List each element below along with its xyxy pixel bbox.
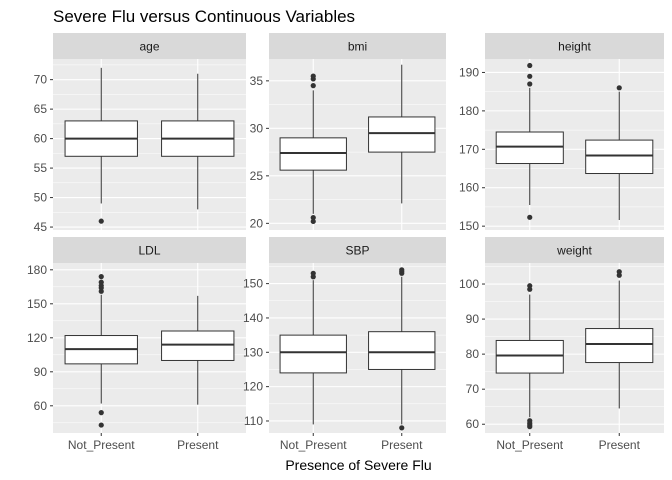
y-tick-label: 35 [250,74,264,88]
outlier-point [527,73,533,79]
box-not-present [64,67,138,224]
x-axis-title: Presence of Severe Flu [285,457,431,473]
y-tick-label: 30 [250,121,264,135]
x-tick-label: Not_Present [68,438,135,452]
y-tick-label: 70 [34,73,48,87]
outlier-point [310,270,316,276]
panel-ldl: LDL 60 90 120 150 180 Not_Present Present [27,237,246,452]
y-tick-label: 60 [466,417,480,431]
outlier-point [616,85,622,91]
outlier-point [399,425,405,431]
facet-strip-label: weight [556,244,592,258]
y-tick-label: 80 [466,347,480,361]
outlier-point [310,73,316,79]
y-tick-label: 70 [466,382,480,396]
box-present [368,267,436,431]
x-tick-label: Present [599,438,641,452]
box-not-present [279,270,347,425]
y-tick-label: 180 [27,263,47,277]
x-tick-label: Not_Present [280,438,347,452]
outlier-point [98,274,104,280]
iqr-box [495,131,564,165]
box-not-present [495,283,564,430]
outlier-point [616,269,622,275]
y-tick-label: 140 [243,311,263,325]
facet-strip [53,237,246,263]
iqr-box [585,139,654,175]
y-tick-label: 20 [250,216,264,230]
y-tick-label: 100 [459,277,479,291]
x-tick-label: Present [177,438,219,452]
y-tick-label: 170 [459,142,479,156]
y-tick-label: 60 [34,399,48,413]
y-tick-label: 150 [27,297,47,311]
outlier-point [527,62,533,69]
panel-height: height 150 160 170 180 190 [459,33,664,233]
outlier-point [527,214,533,220]
outlier-point [310,83,316,89]
box-not-present [279,73,347,225]
x-tick-label: Present [381,438,423,452]
panels: age 45 50 55 60 65 70 bmi 20 25 30 35 height 150 160 17… [27,33,664,452]
y-tick-label: 90 [34,365,48,379]
y-tick-label: 90 [466,312,480,326]
facet-strip [53,33,246,59]
box-present [585,269,654,409]
box-not-present [495,62,564,220]
outlier-point [310,215,316,221]
iqr-box [279,334,347,374]
box-present [161,295,235,405]
y-tick-label: 150 [243,277,263,291]
y-tick-label: 120 [27,331,47,345]
facet-strip [269,33,446,59]
y-tick-label: 45 [34,220,48,234]
box-present [585,85,654,221]
facet-strip [269,237,446,263]
panel-sbp: SBP 110 120 130 140 150 Not_Present Present [243,237,446,452]
y-tick-label: 60 [34,132,48,146]
iqr-box [368,331,436,370]
outlier-point [527,81,533,87]
panel-bmi: bmi 20 25 30 35 [250,33,446,230]
outlier-point [98,410,104,416]
facet-strip-label: SBP [345,244,369,258]
y-tick-label: 130 [243,345,263,359]
iqr-box [585,328,654,364]
iqr-box [368,116,436,153]
outlier-point [527,418,533,424]
y-tick-label: 55 [34,161,48,175]
panel-age: age 45 50 55 60 65 70 [34,33,246,234]
facet-strip-label: bmi [348,40,367,54]
iqr-box [161,330,235,361]
x-tick-label: Not_Present [496,438,563,452]
facet-strip-label: age [139,40,159,54]
iqr-box [495,339,564,374]
y-tick-label: 180 [459,104,479,118]
box-not-present [64,274,138,428]
facet-strip [485,33,664,59]
outlier-point [98,218,104,224]
y-tick-label: 25 [250,169,264,183]
outlier-point [98,279,104,285]
box-present [368,64,436,204]
outlier-point [527,283,533,289]
y-tick-label: 50 [34,191,48,205]
y-tick-label: 110 [244,414,263,428]
outlier-point [399,267,405,273]
chart-title: Severe Flu versus Continuous Variables [53,7,355,26]
y-tick-label: 65 [34,102,48,116]
facet-strip-label: height [558,40,591,54]
facet-strip [485,237,664,263]
y-tick-label: 150 [459,219,479,233]
y-tick-label: 160 [459,181,479,195]
y-tick-label: 120 [243,380,263,394]
facet-strip-label: LDL [138,244,160,258]
outlier-point [98,422,104,428]
box-present [161,73,235,210]
outlier-point [310,218,316,225]
panel-weight: weight 60 70 80 90 100 Not_Present Present [459,237,664,452]
y-tick-label: 190 [459,65,479,79]
